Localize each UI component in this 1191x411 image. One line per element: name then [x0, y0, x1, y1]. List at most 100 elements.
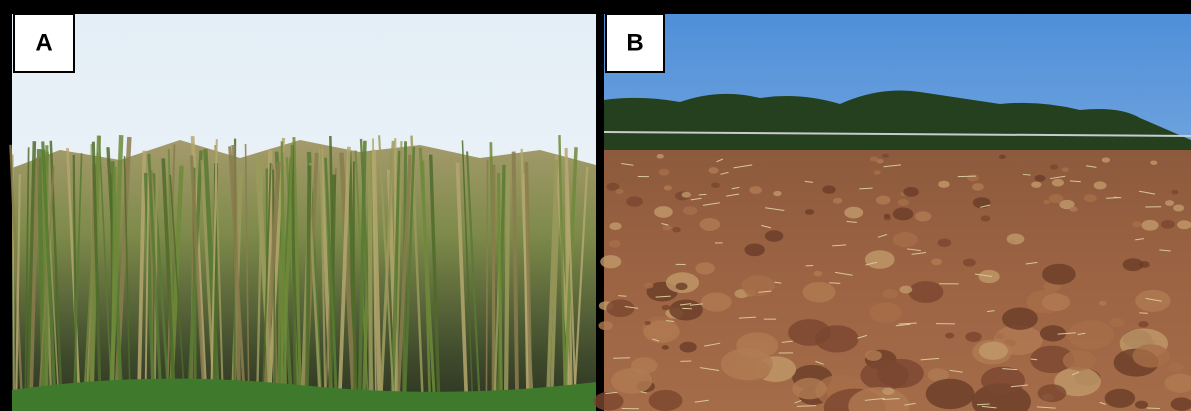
clod [1177, 220, 1191, 229]
clod [741, 275, 774, 296]
clod [1067, 320, 1114, 349]
clod [1139, 261, 1150, 268]
clod [765, 230, 783, 242]
clod [972, 183, 984, 190]
clod [1138, 321, 1148, 327]
clod [999, 155, 1006, 159]
clod [882, 154, 889, 158]
clod [1034, 175, 1045, 182]
straw [618, 296, 626, 297]
clod [788, 319, 831, 346]
clod [805, 209, 814, 215]
clod [963, 259, 976, 267]
clod [1141, 220, 1158, 231]
corn-leaf [370, 152, 371, 400]
corn-leaf [307, 165, 309, 400]
clod [926, 379, 975, 409]
clod [1049, 194, 1064, 203]
clod [615, 189, 623, 194]
clod [884, 214, 891, 218]
clod [893, 207, 914, 220]
clod [773, 191, 781, 196]
clod [611, 368, 652, 394]
clod [669, 299, 703, 320]
clod [870, 156, 878, 161]
clod [1042, 264, 1076, 285]
clod [606, 299, 634, 317]
clod [792, 378, 826, 400]
panel-label: A [35, 29, 52, 56]
page: A B (() => { const data = JSON.parse(doc… [0, 0, 1191, 411]
clod [865, 350, 882, 361]
corn-leaf [493, 165, 494, 400]
corn-leaf [113, 167, 115, 400]
clod [609, 222, 621, 230]
clod [865, 250, 895, 269]
clod [860, 360, 908, 390]
clod [995, 333, 1004, 339]
clod [1132, 221, 1142, 227]
clod [662, 305, 671, 310]
clod [802, 282, 835, 303]
clod [1099, 301, 1106, 306]
clod [938, 181, 949, 188]
clod [898, 199, 909, 206]
straw [1114, 197, 1122, 198]
panel-a: A [10, 14, 596, 411]
clod [1135, 401, 1148, 409]
clod [657, 154, 664, 159]
clod [981, 215, 991, 221]
clod [822, 185, 836, 193]
clod [1150, 161, 1157, 165]
clod [1173, 204, 1184, 211]
straw [613, 358, 630, 359]
clod [662, 345, 669, 349]
clod [682, 192, 691, 198]
clod [663, 225, 672, 231]
straw [829, 283, 840, 284]
clod [1102, 157, 1110, 162]
clod [695, 262, 714, 274]
straw [797, 406, 816, 407]
figure: A B [0, 0, 1191, 411]
clod [1094, 181, 1107, 189]
clod [644, 321, 651, 325]
clod [876, 195, 891, 204]
clod [1050, 164, 1058, 169]
clod [1031, 181, 1041, 187]
clod [908, 281, 943, 303]
clod [1044, 200, 1051, 204]
clod [649, 390, 683, 411]
clod [664, 185, 672, 190]
clod [1132, 344, 1169, 367]
clod [659, 169, 670, 176]
clod [1165, 200, 1174, 206]
clod [1169, 363, 1184, 372]
clod [600, 255, 621, 268]
clod [931, 258, 942, 265]
clod [680, 342, 697, 353]
clod [1052, 179, 1064, 187]
clod [874, 170, 881, 174]
clod [594, 392, 624, 411]
clod [744, 243, 764, 256]
clod [1063, 350, 1096, 371]
corn-leaf [506, 165, 508, 400]
clod [899, 286, 912, 294]
clod [701, 292, 732, 311]
clod [967, 174, 979, 181]
clod [626, 196, 643, 206]
clod [882, 387, 894, 395]
clod [644, 282, 654, 288]
clod [981, 367, 1025, 394]
clod [1007, 233, 1025, 244]
clod [1084, 194, 1097, 202]
clod [1135, 290, 1170, 312]
clod [708, 167, 718, 173]
clod [903, 187, 919, 197]
clod [869, 302, 902, 322]
straw [1147, 408, 1160, 409]
clod [1110, 318, 1125, 327]
clod [672, 227, 681, 232]
clod [844, 207, 863, 219]
